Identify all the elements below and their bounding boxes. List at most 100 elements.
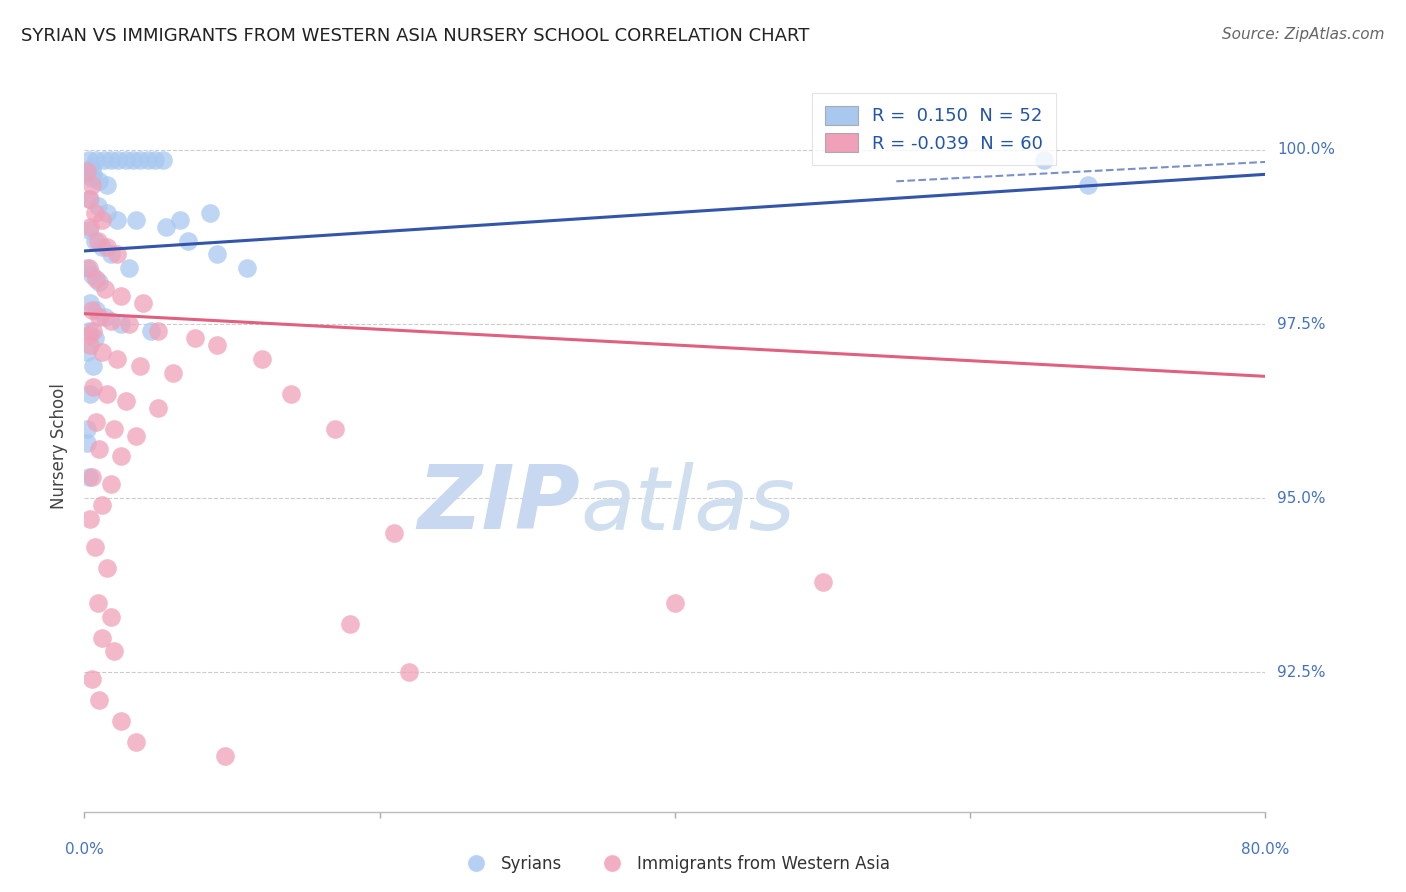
Point bbox=[87, 174, 111, 188]
Point bbox=[83, 540, 105, 554]
Legend: Syrians, Immigrants from Western Asia: Syrians, Immigrants from Western Asia bbox=[453, 848, 897, 880]
Point bbox=[76, 164, 98, 178]
Point bbox=[114, 153, 136, 168]
Point bbox=[82, 380, 104, 394]
Point bbox=[100, 313, 122, 327]
Point bbox=[132, 296, 155, 310]
Text: 92.5%: 92.5% bbox=[1277, 665, 1326, 680]
Point bbox=[105, 212, 128, 227]
Legend: R =  0.150  N = 52, R = -0.039  N = 60: R = 0.150 N = 52, R = -0.039 N = 60 bbox=[813, 93, 1056, 165]
Point bbox=[198, 205, 221, 219]
Point bbox=[1033, 153, 1056, 168]
Point bbox=[162, 366, 184, 380]
Point bbox=[236, 261, 259, 276]
Point bbox=[250, 351, 273, 366]
Point bbox=[86, 234, 108, 248]
Point bbox=[125, 428, 148, 442]
Point bbox=[280, 386, 302, 401]
Text: Source: ZipAtlas.com: Source: ZipAtlas.com bbox=[1222, 27, 1385, 42]
Point bbox=[96, 561, 118, 575]
Point bbox=[384, 526, 406, 541]
Point bbox=[79, 386, 101, 401]
Text: ZIP: ZIP bbox=[418, 461, 581, 548]
Point bbox=[77, 470, 100, 484]
Point bbox=[80, 170, 103, 185]
Point bbox=[152, 153, 174, 168]
Point bbox=[91, 631, 114, 645]
Point bbox=[103, 644, 125, 658]
Point bbox=[96, 178, 118, 192]
Text: 97.5%: 97.5% bbox=[1277, 317, 1326, 332]
Point bbox=[79, 338, 101, 352]
Point bbox=[207, 338, 229, 352]
Point bbox=[91, 498, 114, 512]
Text: SYRIAN VS IMMIGRANTS FROM WESTERN ASIA NURSERY SCHOOL CORRELATION CHART: SYRIAN VS IMMIGRANTS FROM WESTERN ASIA N… bbox=[21, 27, 810, 45]
Point bbox=[100, 247, 122, 261]
Point bbox=[77, 192, 100, 206]
Point bbox=[122, 153, 145, 168]
Point bbox=[100, 609, 122, 624]
Point bbox=[79, 512, 101, 526]
Point bbox=[105, 247, 128, 261]
Point bbox=[94, 310, 117, 325]
Point bbox=[76, 261, 98, 276]
Point bbox=[100, 153, 122, 168]
Point bbox=[136, 153, 159, 168]
Point bbox=[214, 749, 236, 764]
Point bbox=[87, 275, 111, 289]
Point bbox=[398, 665, 420, 680]
Text: 0.0%: 0.0% bbox=[65, 842, 104, 857]
Point bbox=[79, 192, 101, 206]
Point bbox=[93, 153, 115, 168]
Point bbox=[110, 317, 132, 331]
Point bbox=[91, 240, 114, 254]
Point bbox=[80, 161, 103, 175]
Point bbox=[110, 714, 132, 728]
Text: 80.0%: 80.0% bbox=[1241, 842, 1289, 857]
Point bbox=[207, 247, 229, 261]
Point bbox=[82, 167, 104, 181]
Point bbox=[83, 234, 105, 248]
Point bbox=[76, 421, 98, 435]
Point bbox=[91, 212, 114, 227]
Point bbox=[129, 359, 152, 373]
Point bbox=[155, 219, 177, 234]
Point bbox=[82, 359, 104, 373]
Point bbox=[184, 331, 207, 345]
Point bbox=[811, 574, 834, 589]
Point bbox=[118, 317, 141, 331]
Point bbox=[148, 324, 170, 338]
Point bbox=[129, 153, 152, 168]
Point bbox=[77, 324, 100, 338]
Point bbox=[96, 205, 118, 219]
Point bbox=[110, 450, 132, 464]
Point bbox=[84, 303, 107, 318]
Point bbox=[80, 178, 103, 192]
Point bbox=[86, 596, 108, 610]
Point bbox=[114, 393, 136, 408]
Point bbox=[118, 261, 141, 276]
Point bbox=[96, 240, 118, 254]
Point bbox=[177, 234, 200, 248]
Point bbox=[76, 345, 98, 359]
Point bbox=[110, 289, 132, 303]
Point bbox=[94, 282, 117, 296]
Point bbox=[79, 219, 101, 234]
Point bbox=[125, 735, 148, 749]
Point bbox=[77, 261, 100, 276]
Point bbox=[87, 310, 111, 325]
Point bbox=[139, 324, 162, 338]
Point bbox=[84, 153, 107, 168]
Point bbox=[169, 212, 191, 227]
Point bbox=[77, 327, 100, 342]
Text: 100.0%: 100.0% bbox=[1277, 143, 1336, 158]
Point bbox=[84, 415, 107, 429]
Point bbox=[339, 616, 361, 631]
Point bbox=[76, 164, 98, 178]
Point bbox=[100, 477, 122, 491]
Point bbox=[82, 324, 104, 338]
Point bbox=[83, 205, 105, 219]
Text: atlas: atlas bbox=[581, 461, 796, 548]
Text: 95.0%: 95.0% bbox=[1277, 491, 1326, 506]
Point bbox=[84, 272, 107, 286]
